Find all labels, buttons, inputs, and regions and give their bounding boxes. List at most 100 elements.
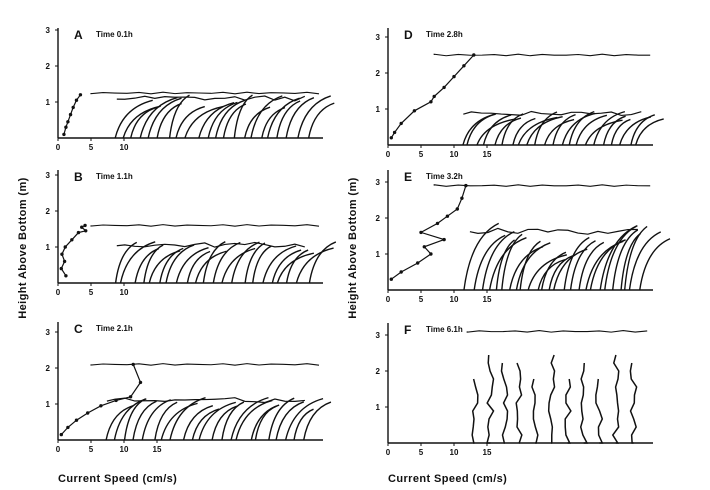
water-surface-line (466, 330, 648, 333)
canopy-trace (250, 95, 283, 139)
x-tick-label: 0 (56, 445, 61, 454)
canopy-trace (231, 241, 260, 284)
canopy-trace (113, 398, 147, 441)
canopy-trace (262, 245, 297, 284)
x-axis-title: Current Speed (cm/s) (58, 473, 177, 485)
panel-letter: D (404, 28, 413, 42)
canopy-trace (635, 118, 664, 146)
speed-profile-point (419, 230, 423, 235)
speed-profile-point (442, 237, 446, 242)
canopy-trace (610, 118, 631, 146)
x-tick-label: 10 (450, 295, 459, 304)
y-tick-label: 2 (376, 214, 381, 223)
time-label: Time 3.2h (426, 172, 463, 181)
y-tick-label: 3 (376, 178, 381, 187)
canopy-trace (548, 255, 574, 291)
speed-profile-point (76, 230, 81, 235)
canopy-envelope (116, 95, 306, 102)
y-tick-label: 1 (376, 105, 381, 114)
canopy-envelope (116, 241, 305, 248)
speed-profile-point (62, 132, 66, 137)
x-tick-label: 15 (483, 448, 492, 457)
canopy-trace (175, 247, 209, 284)
speed-profile-point (422, 245, 426, 249)
speed-profile-point (84, 229, 88, 233)
speed-profile-point (78, 93, 83, 97)
canopy-traces (105, 396, 332, 441)
speed-profile-point (392, 130, 397, 135)
speed-profile-point (462, 64, 466, 68)
panel-letter: F (404, 323, 411, 337)
x-tick-label: 10 (450, 150, 459, 159)
y-tick-label: 2 (46, 207, 51, 216)
speed-profile-point (412, 109, 417, 113)
canopy-trace (553, 248, 588, 291)
x-tick-label: 5 (419, 295, 424, 304)
x-axis-title-right: Current Speed (cm/s) (388, 473, 507, 485)
speed-profile-point (435, 221, 440, 226)
speed-profile-point (64, 274, 68, 278)
panel-letter: C (74, 322, 83, 336)
x-tick-label: 0 (386, 448, 391, 457)
speed-profile-point (80, 225, 84, 229)
panel-c: 1 2 3 0 5 10 15 C Time 2.1h (46, 322, 332, 454)
x-tick-label: 0 (386, 150, 391, 159)
speed-profile-point (128, 395, 133, 399)
canopy-trace (495, 239, 516, 291)
speed-profile-point (399, 121, 403, 126)
x-tick-label: 10 (450, 448, 459, 457)
water-surface-line (90, 363, 320, 366)
speed-profile-point (472, 53, 476, 57)
canopy-traces (114, 94, 335, 139)
canopy-trace (250, 404, 280, 441)
panel-d: 1 2 3 0 5 10 15 D Time 2.8h (376, 28, 664, 159)
canopy-trace (243, 106, 271, 139)
speed-profile-line (390, 54, 475, 139)
canopy-trace (165, 244, 195, 284)
canopy-trace (628, 231, 662, 291)
speed-profile-point (464, 183, 468, 188)
canopy-trace (629, 362, 638, 444)
y-tick-label: 2 (46, 364, 51, 373)
canopy-trace (540, 251, 567, 291)
canopy-trace (578, 241, 605, 291)
canopy-trace (186, 250, 211, 284)
canopy-traces (463, 222, 671, 291)
speed-profile-point (62, 259, 67, 264)
canopy-trace (175, 105, 205, 139)
canopy-trace (527, 254, 567, 291)
canopy-trace (595, 378, 604, 444)
time-label: Time 1.1h (96, 172, 133, 181)
speed-profile-point (66, 425, 70, 430)
y-tick-label: 3 (46, 26, 51, 35)
x-tick-label: 15 (483, 150, 492, 159)
canopy-trace (517, 116, 558, 146)
canopy-trace (500, 362, 509, 444)
panel-b: 1 2 3 0 5 10 B Time 1.1h (46, 170, 337, 297)
canopy-trace (268, 397, 295, 441)
canopy-trace (235, 399, 273, 441)
speed-profile-point (138, 380, 143, 385)
canopy-trace (568, 110, 595, 146)
canopy-trace (297, 95, 331, 139)
y-tick-label: 3 (46, 328, 51, 337)
speed-profile-point (442, 85, 446, 90)
canopy-trace (564, 378, 572, 444)
y-tick-label: 1 (46, 98, 51, 107)
speed-profile-point (86, 411, 90, 415)
water-surface-line (90, 91, 320, 95)
canopy-trace (271, 249, 302, 284)
speed-profile-point (455, 207, 459, 211)
canopy-trace (589, 239, 626, 291)
canopy-trace (169, 397, 206, 441)
canopy-trace (184, 105, 224, 139)
speed-profile-point (389, 136, 393, 140)
canopy-trace (194, 250, 227, 284)
speed-profile-point (59, 432, 63, 437)
canopy-envelope (469, 227, 638, 235)
canopy-trace (266, 97, 300, 139)
speed-profile-point (429, 100, 433, 104)
canopy-trace (119, 241, 156, 284)
y-tick-label: 2 (376, 69, 381, 78)
